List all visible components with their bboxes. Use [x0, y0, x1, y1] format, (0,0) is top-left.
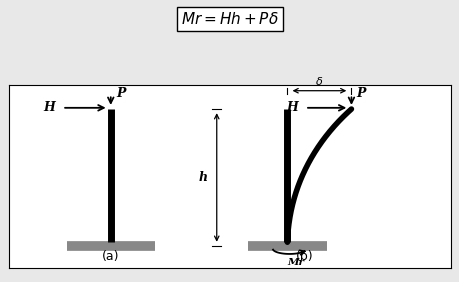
Text: (b): (b)	[296, 250, 313, 263]
Text: P: P	[356, 87, 365, 100]
Text: H: H	[43, 101, 55, 114]
Text: P: P	[116, 87, 125, 100]
Text: $\delta$: $\delta$	[314, 75, 323, 87]
Text: h: h	[198, 171, 207, 184]
Text: (a): (a)	[102, 250, 119, 263]
Text: Mr: Mr	[287, 258, 304, 267]
Text: H: H	[285, 101, 297, 114]
Text: $Mr = Hh + P\delta$: $Mr = Hh + P\delta$	[181, 11, 278, 27]
